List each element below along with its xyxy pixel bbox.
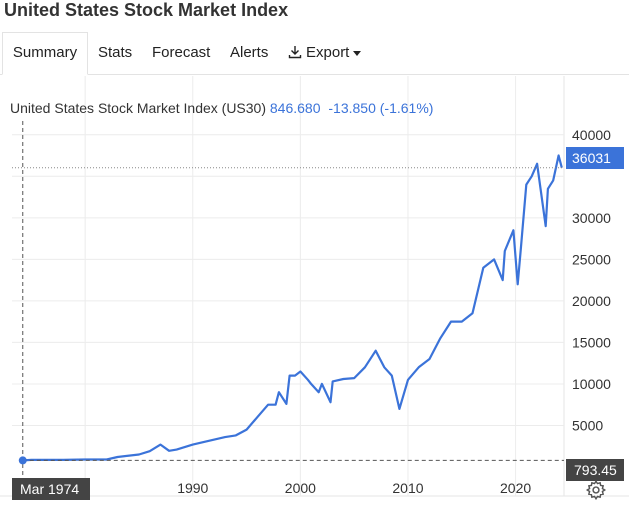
crosshair-point [18, 456, 27, 465]
legend-change-pct: (-1.61%) [379, 100, 434, 116]
gear-icon[interactable] [585, 479, 607, 501]
y-tick-label: 10000 [572, 376, 611, 392]
crosshair-date-tag: Mar 1974 [12, 478, 90, 500]
x-tick-label: 2000 [285, 480, 316, 496]
tab-forecast-label: Forecast [152, 44, 211, 61]
tab-alerts[interactable]: Alerts [230, 32, 268, 74]
tab-alerts-label: Alerts [230, 44, 269, 61]
chart-area[interactable]: 5000 10000 15000 20000 25000 30000 40000 1990 20… [0, 76, 629, 510]
legend-series-name: United States Stock Market Index (US30) [10, 100, 266, 116]
series-line[interactable] [22, 154, 563, 462]
tab-summary[interactable]: Summary [2, 32, 88, 75]
tab-export-label: Export [306, 44, 350, 61]
y-tick-label: 40000 [572, 127, 611, 143]
x-tick-label: 2020 [500, 480, 531, 496]
tab-forecast[interactable]: Forecast [152, 32, 210, 74]
download-icon [288, 46, 302, 59]
chevron-down-icon [353, 50, 362, 56]
y-tick-label: 30000 [572, 210, 611, 226]
legend-price: 846.680 [269, 100, 321, 116]
y-tick-label: 15000 [572, 334, 611, 350]
tab-summary-label: Summary [12, 44, 78, 61]
min-value-tag: 793.45 [566, 459, 624, 481]
tab-stats-label: Stats [98, 44, 133, 61]
page-title: United States Stock Market Index [4, 0, 289, 20]
last-price-tag: 36031 [566, 147, 624, 169]
y-tick-label: 25000 [572, 251, 611, 267]
y-tick-label: 20000 [572, 293, 611, 309]
chart-legend: United States Stock Market Index (US30) … [10, 100, 433, 116]
x-tick-label: 1990 [177, 480, 208, 496]
tab-stats[interactable]: Stats [98, 32, 132, 74]
tab-export[interactable]: Export [288, 32, 362, 74]
chart-svg[interactable]: 5000 10000 15000 20000 25000 30000 40000 1990 20… [0, 76, 629, 510]
tab-bar: Summary Stats Forecast Alerts Export [0, 32, 629, 75]
y-tick-label: 5000 [572, 417, 603, 433]
x-tick-label: 2010 [392, 480, 423, 496]
legend-change: -13.850 [328, 100, 376, 116]
